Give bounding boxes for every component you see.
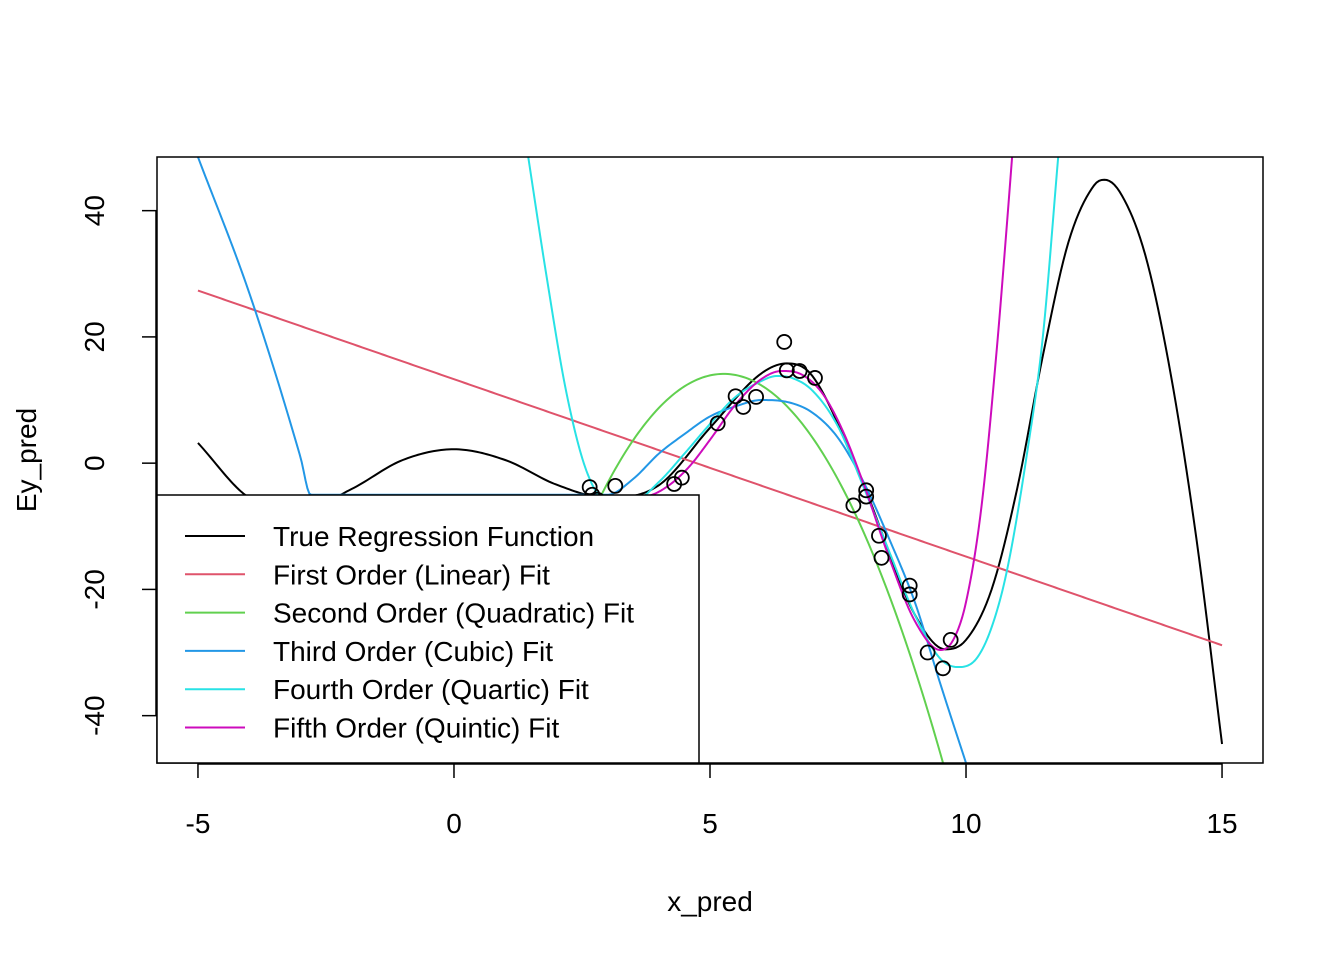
data-point	[858, 482, 875, 499]
x-tick-label: -5	[186, 808, 211, 839]
y-tick-label: 0	[79, 455, 110, 471]
observation-points	[581, 334, 959, 677]
y-tick-label: 20	[79, 321, 110, 352]
data-point	[858, 488, 875, 505]
data-point	[873, 549, 890, 566]
legend-label: Fourth Order (Quartic) Fit	[273, 674, 589, 705]
legend-box	[156, 494, 700, 764]
y-axis: -40 -20 0 20 40	[79, 195, 157, 736]
data-point	[935, 660, 951, 677]
data-point	[919, 644, 936, 661]
data-point	[735, 399, 752, 415]
series-line-0	[197, 178, 1224, 745]
x-tick-label: 0	[446, 808, 462, 839]
legend-label: Third Order (Cubic) Fit	[273, 636, 553, 667]
x-tick-label: 10	[950, 808, 981, 839]
data-point	[776, 334, 793, 350]
data-point	[807, 370, 823, 386]
x-tick-label: 15	[1206, 808, 1237, 839]
data-point	[727, 388, 744, 405]
data-point	[709, 415, 726, 432]
data-point	[748, 388, 764, 405]
series-line-2	[503, 372, 945, 763]
y-axis-label: Ey_pred	[11, 408, 42, 512]
data-point	[673, 469, 690, 486]
series-line-1	[197, 289, 1223, 647]
x-axis-label: x_pred	[667, 886, 753, 917]
y-tick-label: -40	[79, 695, 110, 735]
legend: True Regression Function First Order (Lin…	[156, 494, 700, 764]
data-point	[901, 577, 918, 594]
data-point	[791, 363, 808, 379]
data-point	[581, 479, 598, 496]
legend-label: Fifth Order (Quintic) Fit	[273, 713, 559, 744]
data-point	[778, 362, 795, 379]
legend-label: First Order (Linear) Fit	[273, 559, 550, 590]
data-point	[845, 497, 862, 514]
legend-label: True Regression Function	[273, 521, 594, 552]
x-axis: -5 0 5 10 15	[186, 763, 1238, 839]
legend-items: True Regression Function First Order (Lin…	[185, 521, 634, 744]
y-tick-label: -20	[79, 569, 110, 609]
data-point	[942, 632, 959, 648]
data-point	[607, 477, 624, 494]
x-tick-label: 5	[702, 808, 718, 839]
data-point	[871, 527, 887, 544]
y-tick-label: 40	[79, 195, 110, 226]
legend-label: Second Order (Quadratic) Fit	[273, 598, 634, 629]
data-point	[901, 586, 918, 603]
